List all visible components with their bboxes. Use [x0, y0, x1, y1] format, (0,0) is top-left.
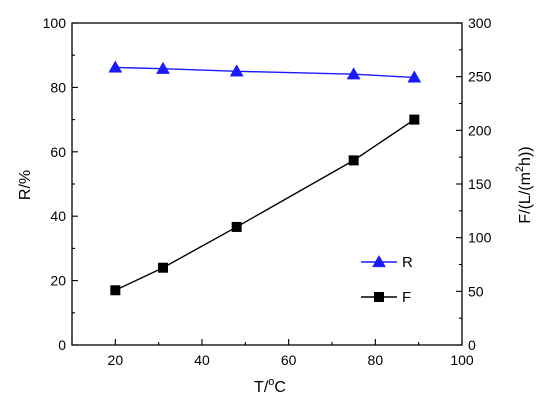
- data-point-r: [407, 70, 422, 83]
- x-axis-title: T/oC: [254, 376, 286, 396]
- data-point-f: [110, 285, 121, 296]
- y-axis-right: 0 50 100 150 200 250 300: [456, 15, 492, 353]
- y-axis-left: 0 20 40 60 80 100: [43, 15, 78, 353]
- x-tick-label: 80: [368, 352, 384, 368]
- series-layer: [108, 60, 422, 296]
- y-right-tick-label: 0: [468, 337, 476, 353]
- y-left-tick-label: 0: [58, 337, 66, 353]
- data-point-f: [231, 221, 242, 232]
- y-left-tick-label: 80: [50, 79, 66, 95]
- data-point-f: [158, 262, 168, 273]
- x-tick-label: 100: [450, 352, 474, 368]
- data-point-r: [229, 64, 244, 77]
- legend-label-f: F: [402, 289, 411, 306]
- data-point-f: [348, 155, 359, 166]
- data-point-r: [108, 60, 123, 73]
- y-right-tick-label: 300: [468, 15, 492, 31]
- y-axis-left-title: R/%: [17, 170, 34, 200]
- y-left-tick-label: 60: [50, 144, 66, 160]
- x-tick-label: 20: [108, 352, 124, 368]
- y-right-tick-label: 150: [468, 176, 492, 192]
- legend: RF: [361, 254, 413, 306]
- y-left-tick-label: 20: [50, 273, 66, 289]
- data-point-f: [409, 114, 420, 125]
- y-axis-right-title: F/(L/(m2h)): [514, 146, 534, 223]
- x-tick-label: 40: [194, 352, 210, 368]
- y-right-tick-label: 100: [468, 230, 492, 246]
- y-right-tick-label: 50: [468, 283, 484, 299]
- x-tick-label: 60: [281, 352, 297, 368]
- y-right-tick-label: 250: [468, 69, 492, 85]
- y-right-tick-label: 200: [468, 122, 492, 138]
- legend-marker-r: [372, 254, 386, 268]
- y-left-tick-label: 40: [50, 208, 66, 224]
- legend-label-r: R: [402, 254, 413, 271]
- data-point-r: [156, 61, 170, 74]
- legend-marker-f: [374, 292, 384, 302]
- x-axis: 20 40 60 80 100: [71, 339, 474, 368]
- y-left-tick-label: 100: [43, 15, 67, 31]
- data-point-r: [346, 67, 361, 80]
